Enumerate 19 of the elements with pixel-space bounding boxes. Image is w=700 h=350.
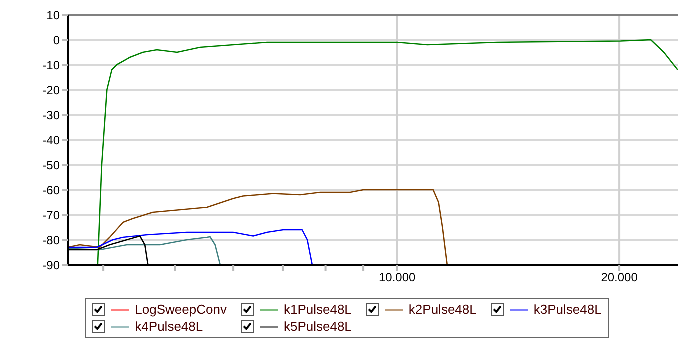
legend-label: k2Pulse48L (408, 302, 477, 317)
y-tick-label: -90 (42, 258, 60, 272)
legend-label: k1Pulse48L (284, 302, 352, 317)
y-tick-label: -70 (42, 208, 60, 222)
y-tick-label: -60 (42, 183, 60, 198)
y-tick-label: 10 (46, 8, 60, 22)
x-tick-label: 10.000 (378, 270, 416, 285)
legend-label: k3Pulse48L (534, 302, 602, 317)
y-tick-label: 0 (53, 33, 60, 48)
legend-label: k4Pulse48L (135, 319, 204, 334)
legend-label: k5Pulse48L (284, 319, 352, 334)
y-tick-label: -20 (42, 83, 60, 98)
y-tick-label: -40 (42, 133, 60, 148)
y-tick-label: -80 (42, 233, 60, 248)
legend-label: LogSweepConv (135, 302, 227, 317)
x-tick-label: 20.000 (601, 270, 638, 285)
y-tick-label: -50 (42, 158, 60, 172)
y-tick-label: -10 (42, 58, 60, 72)
y-tick-label: -30 (42, 108, 60, 122)
